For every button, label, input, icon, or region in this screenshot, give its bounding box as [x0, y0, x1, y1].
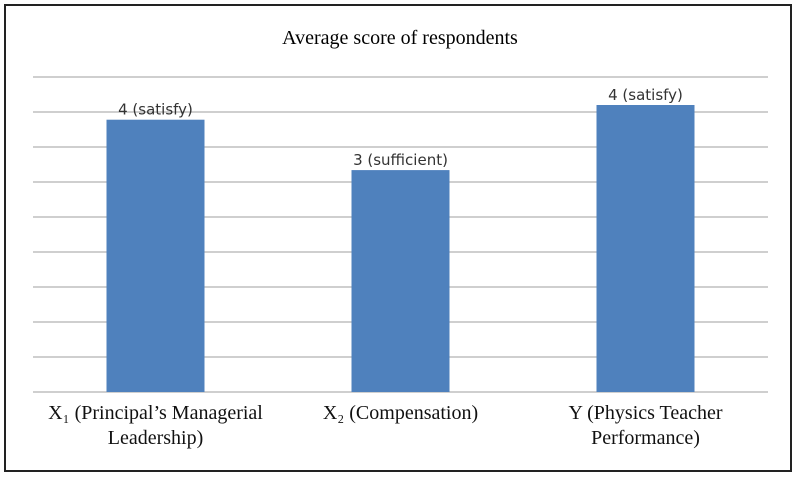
bar — [106, 119, 205, 392]
x-tick-label: X₁ (Principal’s Managerial Leadership) — [48, 402, 263, 449]
data-label: 4 (satisfy) — [118, 101, 193, 119]
chart-title: Average score of respondents — [282, 27, 518, 49]
bar — [351, 170, 450, 392]
x-tick-label: X₂ (Compensation) — [322, 402, 479, 424]
x-tick-label: Y (Physics Teacher Performance) — [568, 402, 723, 449]
data-label: 3 (sufficient) — [353, 151, 448, 169]
bar — [596, 105, 695, 392]
data-label: 4 (satisfy) — [608, 86, 683, 104]
